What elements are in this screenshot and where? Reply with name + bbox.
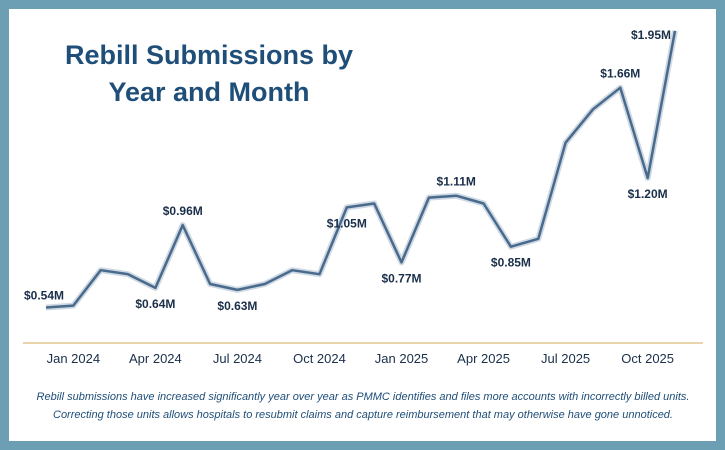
chart-caption: Rebill submissions have increased signif…	[23, 388, 703, 424]
chart-title: Rebill Submissions by Year and Month	[39, 37, 379, 111]
x-tick-label: Apr 2024	[129, 351, 182, 366]
x-tick-label: Oct 2024	[293, 351, 346, 366]
series-layer	[45, 30, 678, 311]
series-line	[45, 30, 677, 309]
caption-line-1: Rebill submissions have increased signif…	[36, 391, 690, 403]
data-label: $1.66M	[600, 67, 640, 81]
data-label: $1.11M	[437, 175, 476, 189]
data-label: $0.85M	[491, 256, 531, 270]
chart-title-line-1: Rebill Submissions by	[64, 40, 354, 70]
line-chart: Jan 2024 Apr 2024 Jul 2024 Oct 2024 Jan 2025…	[23, 28, 703, 366]
data-label: $0.54M	[24, 289, 64, 303]
x-tick-labels: Jan 2024 Apr 2024 Jul 2024 Oct 2024 Jan 2025…	[47, 351, 674, 366]
series-line-shadow	[45, 30, 678, 311]
x-tick-label: Jan 2025	[375, 351, 429, 366]
data-label: $0.77M	[382, 271, 422, 285]
x-tick-label: Jul 2025	[541, 351, 590, 366]
caption-line-2: Correcting those units allows hospitals …	[53, 409, 673, 421]
data-labels: $0.54M $0.64M $0.96M $0.63M $1.05M $0.77M $1.1…	[24, 28, 671, 313]
chart-title-line-2: Year and Month	[108, 77, 310, 107]
x-tick-label: Jul 2024	[213, 351, 262, 366]
data-label: $1.05M	[327, 216, 367, 230]
x-tick-label: Apr 2025	[457, 351, 510, 366]
x-tick-label: Oct 2025	[621, 351, 674, 366]
data-label: $1.20M	[628, 187, 668, 201]
data-label: $0.63M	[217, 299, 257, 313]
chart-card: Rebill Submissions by Year and Month Jan…	[9, 9, 716, 441]
data-label: $0.96M	[163, 204, 203, 218]
data-label: $0.64M	[135, 297, 175, 311]
data-label: $1.95M	[631, 28, 671, 42]
x-tick-label: Jan 2024	[47, 351, 101, 366]
